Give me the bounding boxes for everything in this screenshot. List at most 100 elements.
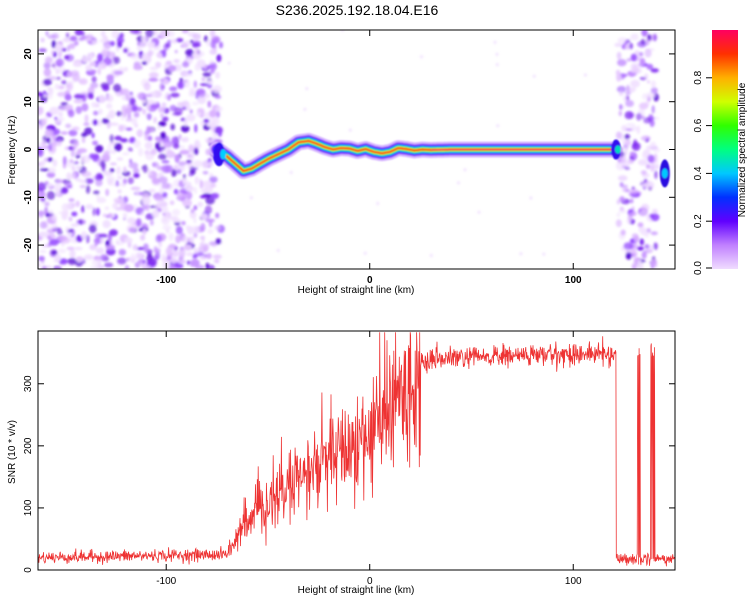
noise-speck: [161, 102, 167, 108]
noise-speck: [641, 30, 648, 37]
noise-speck: [630, 33, 639, 38]
noise-speck: [74, 246, 83, 251]
x-tick-label: 100: [565, 576, 582, 587]
noise-speck: [75, 256, 84, 263]
noise-speck: [629, 188, 639, 195]
noise-speck: [188, 173, 193, 177]
noise-speck: [88, 40, 92, 45]
noise-speck: [100, 254, 108, 262]
noise-speck: [198, 51, 205, 57]
noise-speck: [84, 127, 93, 135]
noise-speck: [124, 107, 133, 115]
noise-speck: [141, 196, 151, 206]
noise-speck: [207, 100, 212, 108]
noise-speck: [42, 265, 47, 269]
noise-speck: [129, 158, 133, 164]
noise-speck: [140, 211, 145, 216]
noise-speck: [101, 118, 110, 124]
noise-speck: [117, 257, 127, 265]
noise-speck: [196, 59, 206, 68]
noise-speck: [87, 92, 94, 99]
y-tick-label: 10: [23, 96, 34, 108]
y-tick-label: 300: [23, 375, 34, 392]
noise-speck: [110, 149, 117, 154]
noise-speck: [168, 232, 174, 241]
noise-speck: [130, 186, 141, 191]
noise-speck: [641, 251, 647, 259]
noise-speck: [75, 165, 82, 170]
noise-speck: [620, 229, 626, 236]
noise-speck: [624, 147, 629, 151]
noise-speck: [178, 134, 182, 140]
noise-speck: [122, 178, 128, 185]
noise-speck: [64, 182, 73, 187]
noise-speck: [199, 256, 208, 260]
noise-speck: [136, 218, 142, 227]
noise-speck: [58, 258, 68, 265]
noise-speck: [180, 259, 186, 264]
noise-speck: [616, 73, 622, 82]
noise-speck: [636, 125, 641, 135]
noise-speck: [192, 33, 201, 40]
noise-speck: [217, 130, 222, 137]
noise-speck: [158, 146, 166, 150]
noise-speck: [189, 87, 196, 94]
noise-speck: [88, 53, 94, 59]
noise-speck: [89, 62, 96, 67]
noise-speck: [141, 61, 147, 65]
noise-speck: [80, 231, 88, 240]
noise-speck: [186, 114, 196, 122]
noise-speck: [38, 48, 47, 53]
noise-speck: [69, 249, 76, 259]
noise-speck: [348, 128, 352, 132]
noise-speck: [51, 49, 55, 56]
noise-speck: [124, 237, 133, 244]
noise-speck: [68, 129, 78, 137]
snr-panel: -100 0 100 0 100 200 300 Height of straight li…: [7, 330, 676, 596]
x-tick-label: 0: [367, 576, 373, 587]
noise-speck: [81, 205, 85, 213]
noise-speck: [192, 253, 198, 259]
noise-speck: [172, 143, 180, 149]
noise-speck: [44, 206, 49, 215]
noise-speck: [185, 186, 195, 192]
noise-speck: [148, 77, 159, 82]
noise-speck: [153, 246, 158, 253]
noise-speck: [157, 200, 162, 205]
noise-speck: [166, 94, 172, 101]
noise-speck: [144, 141, 153, 150]
noise-speck: [617, 37, 628, 44]
noise-speck: [183, 118, 188, 127]
noise-speck: [542, 252, 546, 256]
noise-speck: [64, 55, 70, 60]
noise-speck: [209, 70, 215, 74]
noise-speck: [646, 63, 654, 70]
noise-speck: [119, 32, 124, 38]
noise-speck: [109, 162, 117, 166]
noise-speck: [44, 202, 50, 207]
noise-speck: [121, 170, 131, 177]
noise-speck: [39, 168, 50, 172]
noise-speck: [66, 71, 73, 78]
noise-speck: [39, 160, 46, 166]
noise-speck: [60, 187, 69, 194]
ridge-start-blob-inner: [220, 149, 227, 160]
ridge-start-blob: [213, 142, 226, 167]
noise-speck: [194, 186, 198, 195]
noise-speck: [631, 263, 637, 269]
snr-frame: [37, 330, 676, 571]
noise-speck: [74, 40, 79, 46]
noise-speck: [92, 207, 96, 217]
noise-speck: [38, 91, 43, 97]
noise-speck: [127, 217, 136, 225]
noise-speck: [57, 50, 63, 57]
noise-speck: [54, 254, 62, 263]
noise-speck: [113, 70, 124, 76]
noise-speck: [114, 143, 123, 152]
noise-speck: [46, 137, 51, 144]
noise-speck: [145, 30, 154, 38]
noise-speck: [200, 235, 206, 240]
x-tick-label: 100: [565, 275, 582, 286]
noise-speck: [628, 212, 633, 222]
